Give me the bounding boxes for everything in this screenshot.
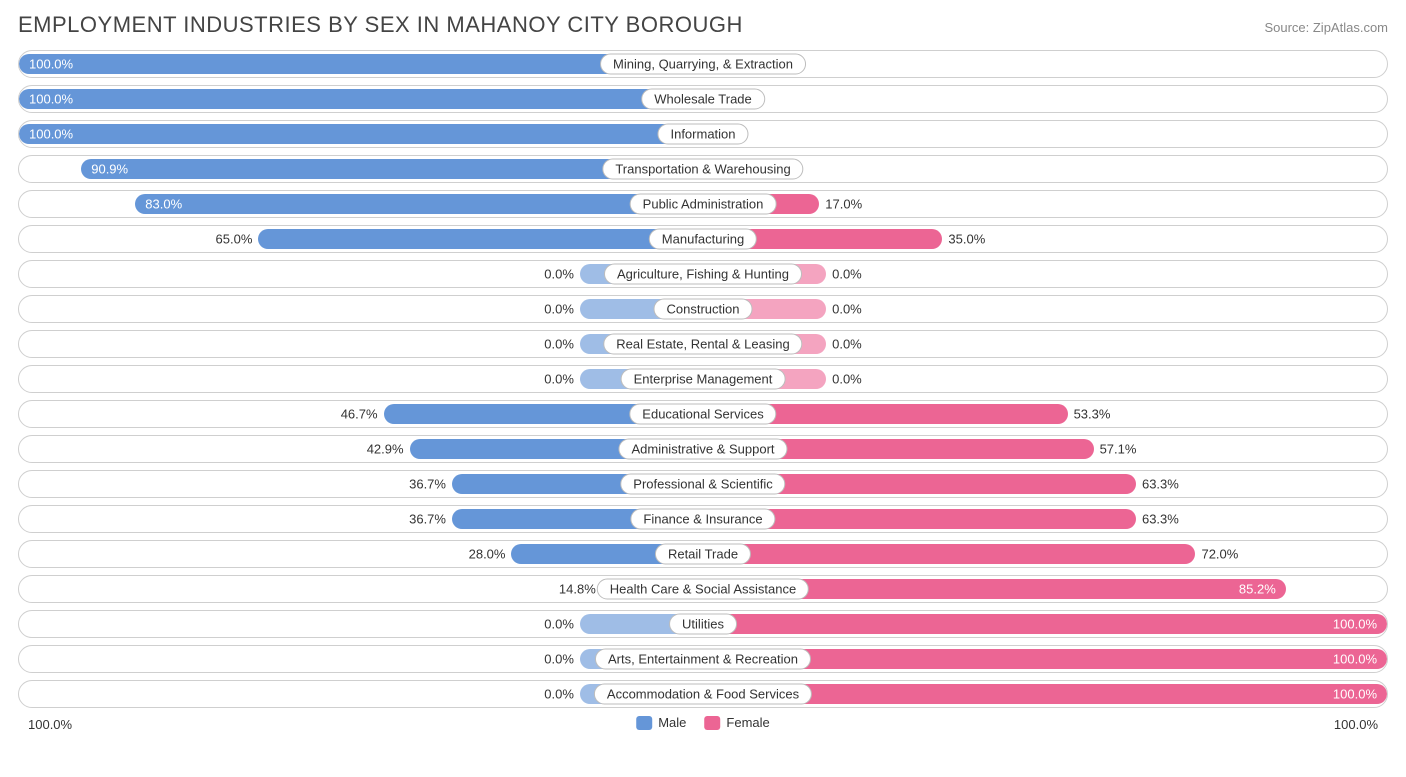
male-value-label: 100.0% bbox=[29, 127, 73, 142]
female-value-label: 17.0% bbox=[825, 197, 862, 212]
industry-label: Professional & Scientific bbox=[620, 474, 785, 495]
industry-label: Transportation & Warehousing bbox=[602, 159, 803, 180]
chart-row: 0.0% 0.0% Agriculture, Fishing & Hunting bbox=[18, 260, 1388, 288]
chart-row: 36.7% 63.3% Professional & Scientific bbox=[18, 470, 1388, 498]
male-bar bbox=[135, 194, 703, 214]
chart-row: 14.8% 85.2% Health Care & Social Assistanc… bbox=[18, 575, 1388, 603]
legend-label-female: Female bbox=[726, 715, 769, 730]
female-value-label: 63.3% bbox=[1142, 512, 1179, 527]
chart-row: 0.0% 0.0% Enterprise Management bbox=[18, 365, 1388, 393]
chart-row: 42.9% 57.1% Administrative & Support bbox=[18, 435, 1388, 463]
industry-label: Mining, Quarrying, & Extraction bbox=[600, 54, 806, 75]
legend-swatch-female bbox=[704, 716, 720, 730]
chart-row: 0.0% 100.0% Accommodation & Food Services bbox=[18, 680, 1388, 708]
female-value-label: 0.0% bbox=[832, 302, 862, 317]
chart-row: 0.0% 100.0% Utilities bbox=[18, 610, 1388, 638]
legend-label-male: Male bbox=[658, 715, 686, 730]
industry-label: Real Estate, Rental & Leasing bbox=[603, 334, 802, 355]
industry-label: Accommodation & Food Services bbox=[594, 684, 812, 705]
chart-rows: 100.0% 0.0% Mining, Quarrying, & Extractio… bbox=[18, 50, 1388, 708]
male-value-label: 36.7% bbox=[409, 477, 446, 492]
industry-label: Administrative & Support bbox=[618, 439, 787, 460]
industry-label: Utilities bbox=[669, 614, 737, 635]
female-value-label: 72.0% bbox=[1201, 547, 1238, 562]
male-value-label: 14.8% bbox=[559, 582, 596, 597]
industry-label: Arts, Entertainment & Recreation bbox=[595, 649, 811, 670]
male-value-label: 100.0% bbox=[29, 57, 73, 72]
male-value-label: 90.9% bbox=[91, 162, 128, 177]
female-value-label: 0.0% bbox=[832, 267, 862, 282]
industry-label: Public Administration bbox=[630, 194, 777, 215]
male-value-label: 0.0% bbox=[544, 652, 574, 667]
industry-label: Educational Services bbox=[629, 404, 776, 425]
male-value-label: 0.0% bbox=[544, 302, 574, 317]
male-value-label: 100.0% bbox=[29, 92, 73, 107]
female-value-label: 100.0% bbox=[1333, 652, 1377, 667]
female-bar bbox=[703, 614, 1387, 634]
male-value-label: 28.0% bbox=[469, 547, 506, 562]
male-bar bbox=[258, 229, 703, 249]
male-value-label: 0.0% bbox=[544, 687, 574, 702]
industry-label: Wholesale Trade bbox=[641, 89, 765, 110]
female-value-label: 100.0% bbox=[1333, 687, 1377, 702]
axis-right-label: 100.0% bbox=[1334, 717, 1378, 732]
industry-label: Finance & Insurance bbox=[630, 509, 775, 530]
female-value-label: 35.0% bbox=[948, 232, 985, 247]
male-bar bbox=[19, 89, 703, 109]
male-value-label: 83.0% bbox=[145, 197, 182, 212]
female-value-label: 0.0% bbox=[832, 337, 862, 352]
industry-label: Information bbox=[657, 124, 748, 145]
female-value-label: 85.2% bbox=[1239, 582, 1276, 597]
chart-row: 100.0%0.0%Information bbox=[18, 120, 1388, 148]
male-value-label: 42.9% bbox=[367, 442, 404, 457]
industry-label: Retail Trade bbox=[655, 544, 751, 565]
chart-row: 90.9%9.1%Transportation & Warehousing bbox=[18, 155, 1388, 183]
industry-label: Agriculture, Fishing & Hunting bbox=[604, 264, 802, 285]
chart-row: 100.0%0.0%Wholesale Trade bbox=[18, 85, 1388, 113]
chart-row: 65.0% 35.0% Manufacturing bbox=[18, 225, 1388, 253]
legend-item-female: Female bbox=[704, 715, 769, 730]
male-value-label: 46.7% bbox=[341, 407, 378, 422]
female-value-label: 100.0% bbox=[1333, 617, 1377, 632]
female-value-label: 53.3% bbox=[1074, 407, 1111, 422]
male-value-label: 65.0% bbox=[216, 232, 253, 247]
chart-row: 0.0% 0.0% Real Estate, Rental & Leasing bbox=[18, 330, 1388, 358]
female-value-label: 0.0% bbox=[832, 372, 862, 387]
male-value-label: 36.7% bbox=[409, 512, 446, 527]
chart-row: 0.0% 0.0% Construction bbox=[18, 295, 1388, 323]
male-value-label: 0.0% bbox=[544, 337, 574, 352]
legend-item-male: Male bbox=[636, 715, 686, 730]
female-value-label: 57.1% bbox=[1100, 442, 1137, 457]
female-bar bbox=[703, 544, 1195, 564]
chart-header: EMPLOYMENT INDUSTRIES BY SEX IN MAHANOY … bbox=[18, 12, 1388, 38]
legend-swatch-male bbox=[636, 716, 652, 730]
male-value-label: 0.0% bbox=[544, 267, 574, 282]
chart-row: 0.0% 100.0% Arts, Entertainment & Recreati… bbox=[18, 645, 1388, 673]
legend: Male Female bbox=[636, 715, 770, 730]
chart-row: 46.7% 53.3% Educational Services bbox=[18, 400, 1388, 428]
female-value-label: 63.3% bbox=[1142, 477, 1179, 492]
industry-label: Health Care & Social Assistance bbox=[597, 579, 809, 600]
industry-label: Enterprise Management bbox=[621, 369, 786, 390]
male-value-label: 0.0% bbox=[544, 372, 574, 387]
chart-title: EMPLOYMENT INDUSTRIES BY SEX IN MAHANOY … bbox=[18, 12, 743, 38]
chart-row: 36.7% 63.3% Finance & Insurance bbox=[18, 505, 1388, 533]
industry-label: Construction bbox=[654, 299, 753, 320]
chart-source: Source: ZipAtlas.com bbox=[1264, 20, 1388, 35]
chart-row: 100.0%0.0%Mining, Quarrying, & Extractio… bbox=[18, 50, 1388, 78]
chart-row: 28.0% 72.0% Retail Trade bbox=[18, 540, 1388, 568]
chart-row: 83.0% 17.0% Public Administration bbox=[18, 190, 1388, 218]
chart-footer: 100.0% Male Female 100.0% bbox=[18, 715, 1388, 739]
male-bar bbox=[19, 124, 703, 144]
axis-left-label: 100.0% bbox=[28, 717, 72, 732]
industry-label: Manufacturing bbox=[649, 229, 757, 250]
male-value-label: 0.0% bbox=[544, 617, 574, 632]
